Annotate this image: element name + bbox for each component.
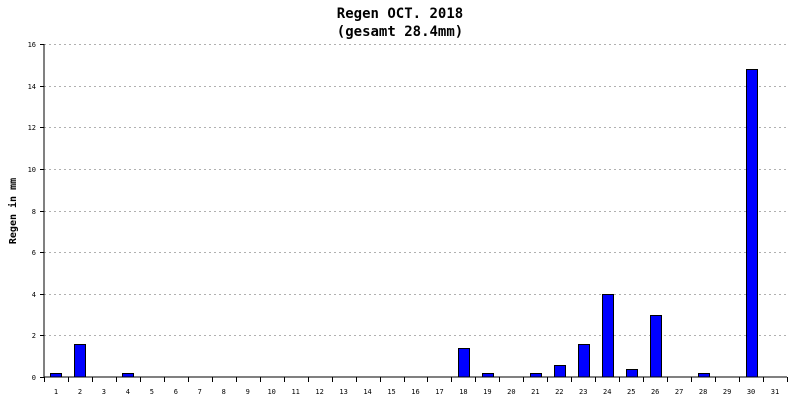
x-tick-label: 23 — [579, 388, 587, 396]
bar — [626, 369, 638, 378]
x-tick-label: 5 — [150, 388, 154, 396]
x-tick-label: 7 — [198, 388, 202, 396]
y-tick-label: 10 — [28, 166, 36, 174]
bar — [578, 344, 590, 378]
x-tick-label: 16 — [411, 388, 419, 396]
x-tick-label: 31 — [771, 388, 779, 396]
x-tick-label: 20 — [507, 388, 515, 396]
y-tick-label: 0 — [32, 374, 36, 382]
y-tick-label: 12 — [28, 124, 36, 132]
bar — [602, 294, 614, 378]
x-ticks: 1 2 3 4 5 6 7 8 9 10 11 12 13 14 15 16 17 18 19 20 21 22 23 24 2… — [44, 377, 788, 396]
x-tick-label: 13 — [339, 388, 347, 396]
bar — [74, 344, 86, 378]
bar — [530, 373, 542, 378]
bar — [122, 373, 134, 378]
bar — [482, 373, 494, 378]
bar — [650, 315, 662, 378]
y-ticks: 0 2 4 6 8 10 12 14 16 — [28, 41, 44, 382]
y-tick-label: 16 — [28, 41, 36, 49]
x-tick-label: 29 — [723, 388, 731, 396]
x-tick-label: 17 — [435, 388, 443, 396]
x-tick-label: 15 — [387, 388, 395, 396]
x-tick-label: 18 — [459, 388, 467, 396]
x-tick-label: 21 — [531, 388, 539, 396]
chart-subtitle: (gesamt 28.4mm) — [336, 24, 464, 40]
x-tick-label: 25 — [627, 388, 635, 396]
x-tick-label: 4 — [126, 388, 130, 396]
y-tick-label: 14 — [28, 83, 36, 91]
bars — [50, 69, 758, 378]
axes — [43, 44, 787, 378]
y-tick-label: 8 — [32, 208, 36, 216]
x-tick-label: 24 — [603, 388, 611, 396]
x-tick-label: 10 — [267, 388, 275, 396]
y-tick-label: 2 — [32, 332, 36, 340]
x-tick-label: 30 — [747, 388, 755, 396]
x-tick-label: 22 — [555, 388, 563, 396]
grid-lines — [44, 44, 787, 336]
x-tick-label: 3 — [102, 388, 106, 396]
x-tick-label: 9 — [246, 388, 250, 396]
y-tick-label: 6 — [32, 249, 36, 257]
bar — [50, 373, 62, 378]
x-tick-label: 19 — [483, 388, 491, 396]
x-tick-label: 11 — [291, 388, 299, 396]
bar — [458, 348, 470, 378]
x-tick-label: 2 — [78, 388, 82, 396]
chart-title: Regen OCT. 2018 — [336, 6, 464, 22]
x-tick-label: 26 — [651, 388, 659, 396]
x-tick-label: 1 — [54, 388, 58, 396]
y-tick-label: 4 — [32, 291, 36, 299]
x-tick-label: 28 — [699, 388, 707, 396]
x-tick-label: 14 — [363, 388, 371, 396]
bar — [746, 69, 758, 378]
x-tick-label: 6 — [174, 388, 178, 396]
bar — [554, 365, 566, 378]
bar — [698, 373, 710, 378]
x-tick-label: 12 — [315, 388, 323, 396]
x-tick-label: 27 — [675, 388, 683, 396]
x-tick-label: 8 — [222, 388, 226, 396]
y-axis-label: Regen in mm — [7, 178, 19, 244]
